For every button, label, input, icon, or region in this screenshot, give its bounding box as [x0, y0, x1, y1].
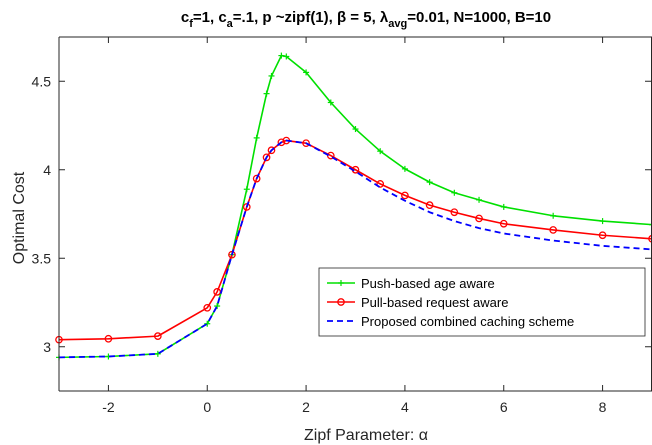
y-tick-label: 4 [43, 162, 51, 178]
data-point [476, 196, 483, 203]
title-part: =1, c [193, 9, 227, 26]
data-point [550, 212, 557, 219]
legend-label: Pull-based request aware [361, 295, 508, 310]
y-axis-label: Optimal Cost [11, 171, 28, 264]
data-point [278, 52, 285, 59]
chart-title: cf=1, ca=.1, p ~zipf(1), β = 5, λavg=0.0… [181, 9, 551, 30]
data-point [598, 231, 607, 240]
title-part: a [227, 18, 234, 30]
x-tick-label: 8 [599, 399, 607, 415]
x-tick-label: 4 [401, 399, 409, 415]
y-tick-label: 3 [43, 339, 51, 355]
data-point [262, 153, 271, 162]
x-tick-label: -2 [102, 399, 115, 415]
data-point [327, 99, 334, 106]
data-point [401, 191, 409, 200]
y-tick-label: 4.5 [32, 73, 52, 89]
data-point [352, 126, 359, 133]
title-part: c [181, 9, 189, 26]
data-point [242, 203, 251, 211]
data-point [302, 139, 310, 148]
data-point [303, 69, 310, 76]
x-tick-label: 2 [302, 399, 310, 415]
data-point [426, 179, 433, 186]
data-point [475, 214, 483, 223]
plot-area [59, 37, 652, 391]
data-point [267, 146, 276, 155]
data-point [450, 208, 459, 217]
data-point [401, 165, 408, 172]
data-point [104, 334, 113, 343]
data-point [153, 332, 162, 340]
data-point [228, 250, 236, 259]
legend: Push-based age aware Pull-based request a… [318, 267, 646, 337]
data-point [649, 221, 652, 228]
data-point [499, 219, 508, 228]
y-tick-label: 3.5 [32, 250, 52, 266]
data-point [277, 138, 286, 147]
data-point [253, 134, 260, 141]
x-tick-label: 6 [500, 399, 508, 415]
data-point [599, 218, 606, 225]
data-point [243, 186, 250, 193]
legend-item: Proposed combined caching scheme [327, 314, 574, 329]
data-point [451, 189, 458, 196]
data-point [154, 350, 161, 357]
x-axis-label: Zipf Parameter: α [304, 427, 428, 444]
data-point [214, 303, 221, 310]
title-part: =.1, p ~zipf(1), β = 5, λ [233, 9, 389, 26]
legend-item: Push-based age aware [327, 276, 495, 291]
data-point [204, 320, 211, 327]
data-point [268, 72, 275, 79]
title-part: avg [388, 18, 407, 30]
x-tick-label: 0 [203, 399, 211, 415]
legend-label: Push-based age aware [361, 276, 495, 291]
title-part: f [189, 18, 193, 30]
legend-item: Pull-based request aware [327, 295, 508, 310]
tick-layer: -2 0 2 4 6 8 3 3.5 4 4.5 [32, 37, 651, 415]
data-point [500, 203, 507, 210]
title-part: =0.01, N=1000, B=10 [407, 9, 551, 26]
data-point [549, 226, 558, 234]
legend-box [318, 267, 646, 337]
data-point [263, 90, 270, 97]
legend-marker [337, 298, 345, 306]
series-layer [55, 52, 652, 361]
legend-label: Proposed combined caching scheme [361, 314, 574, 329]
data-point [425, 201, 434, 209]
data-point [203, 303, 212, 312]
data-point [377, 148, 384, 155]
data-point [252, 174, 261, 183]
series-line [58, 139, 652, 359]
data-point [283, 53, 290, 60]
data-point [376, 180, 385, 188]
